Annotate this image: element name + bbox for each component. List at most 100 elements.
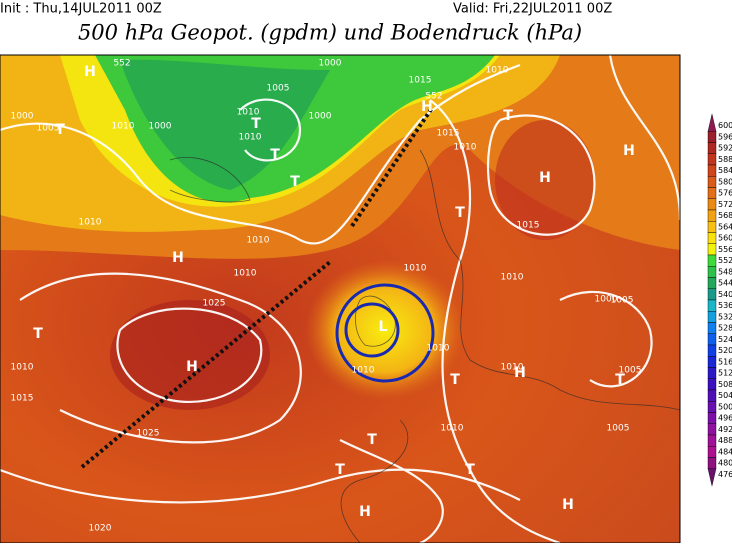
colorbar-cell: [707, 113, 717, 132]
colorbar-cell: [707, 311, 717, 323]
colorbar-cell: [707, 221, 717, 233]
colorbar-label: 564: [718, 222, 732, 231]
isobar-label: 1010: [486, 66, 509, 76]
isobar-label: 1010: [79, 218, 102, 228]
isobar-label: 1015: [11, 394, 34, 404]
colorbar-cell: [707, 131, 717, 143]
colorbar-label: 600: [718, 121, 732, 130]
colorbar-label: 584: [718, 166, 732, 175]
colorbar-label: 568: [718, 211, 732, 220]
colorbar-cell: [707, 232, 717, 244]
colorbar-cell: [707, 176, 717, 188]
colorbar-cell: [707, 356, 717, 368]
pressure-center: H: [186, 359, 198, 375]
colorbar-label: 556: [718, 245, 732, 254]
colorbar-label: 528: [718, 324, 732, 333]
isobar-label: 1005: [611, 296, 634, 306]
isobar-label: 1010: [352, 366, 375, 376]
colorbar-cell: [707, 378, 717, 391]
colorbar-label: 496: [718, 414, 732, 423]
colorbar-cell: [707, 209, 717, 222]
colorbar-cell: [707, 333, 717, 346]
colorbar-label: 476: [718, 470, 732, 479]
isobar-label: 1010: [247, 236, 270, 246]
isobar-label: 1000: [11, 112, 34, 122]
colorbar-label: 544: [718, 279, 732, 288]
colorbar-cell: [707, 198, 717, 211]
pressure-center: H: [514, 365, 526, 381]
pressure-center: H: [84, 64, 96, 80]
colorbar-cell: [707, 468, 717, 487]
colorbar-label: 500: [718, 402, 732, 411]
colorbar-cell: [707, 288, 717, 301]
colorbar-cell: [707, 187, 717, 199]
pressure-center: T: [290, 174, 300, 190]
colorbar-cell: [707, 367, 717, 379]
isobar-label: 1010: [11, 363, 34, 373]
pressure-center: T: [615, 372, 625, 388]
isobar-label: 1010: [112, 122, 135, 132]
pressure-center: T: [33, 326, 43, 342]
colorbar-cell: [707, 401, 717, 413]
colorbar-label: 532: [718, 312, 732, 321]
colorbar: 600 596 592 588 584 580 576 572 568 564 560 556 552 5…: [707, 113, 732, 487]
colorbar-label: 504: [718, 391, 732, 400]
isobar-label: 1000: [149, 122, 172, 132]
colorbar-label: 484: [718, 447, 732, 456]
colorbar-cell: [707, 142, 717, 154]
isobar-label: 1010: [501, 363, 524, 373]
pressure-center: T: [503, 108, 513, 124]
isobar-label: 1015: [517, 221, 540, 231]
map-title: 500 hPa Geopot. (gpdm) und Bodendruck (h…: [78, 21, 582, 45]
isobar-label: 1005: [37, 124, 60, 134]
colorbar-cell: [707, 344, 717, 357]
colorbar-label: 508: [718, 380, 732, 389]
colorbar-label: 576: [718, 189, 732, 198]
colorbar-label: 516: [718, 357, 732, 366]
valid-time: Valid: Fri,22JUL2011 00Z: [453, 2, 612, 17]
colorbar-label: 492: [718, 425, 732, 434]
isobar-label: 1010: [234, 269, 257, 279]
colorbar-cell: [707, 254, 717, 267]
pressure-center: H: [172, 250, 184, 266]
isobar-label: 1005: [619, 366, 642, 376]
isobar-label: 1010: [454, 143, 477, 153]
map: [0, 55, 680, 543]
colorbar-cell: [707, 457, 717, 469]
pressure-center: T: [251, 116, 261, 132]
pressure-center: H: [623, 143, 635, 159]
isobar-label: 1000: [309, 112, 332, 122]
isobar-label: 1005: [267, 84, 290, 94]
colorbar-label: 524: [718, 335, 732, 344]
colorbar-label: 548: [718, 267, 732, 276]
pressure-center: H: [562, 497, 574, 513]
pressure-center: H: [359, 504, 371, 520]
colorbar-label: 552: [718, 256, 732, 265]
isobar-label: 1010: [501, 273, 524, 283]
colorbar-label: 520: [718, 346, 732, 355]
isobar-label: 1000: [319, 59, 342, 69]
colorbar-cell: [707, 277, 717, 289]
colorbar-cell: [707, 243, 717, 256]
isobar-label: 1015: [437, 129, 460, 139]
pressure-center: T: [367, 432, 377, 448]
colorbar-label: 596: [718, 132, 732, 141]
colorbar-cell: [707, 423, 717, 436]
pressure-center: L: [379, 319, 388, 335]
colorbar-cell: [707, 389, 717, 402]
colorbar-cell: [707, 446, 717, 458]
isobar-label: 1020: [89, 524, 112, 534]
init-time: Init : Thu,14JUL2011 00Z: [0, 2, 162, 17]
isobar-label: 552: [113, 59, 130, 69]
pressure-center: T: [335, 462, 345, 478]
colorbar-label: 572: [718, 200, 732, 209]
isobar-label: 1010: [404, 264, 427, 274]
pressure-center: T: [270, 147, 280, 163]
isobar-label: 552: [425, 92, 442, 102]
colorbar-label: 560: [718, 234, 732, 243]
pressure-center: H: [539, 170, 551, 186]
colorbar-cell: [707, 434, 717, 447]
colorbar-label: 488: [718, 436, 732, 445]
